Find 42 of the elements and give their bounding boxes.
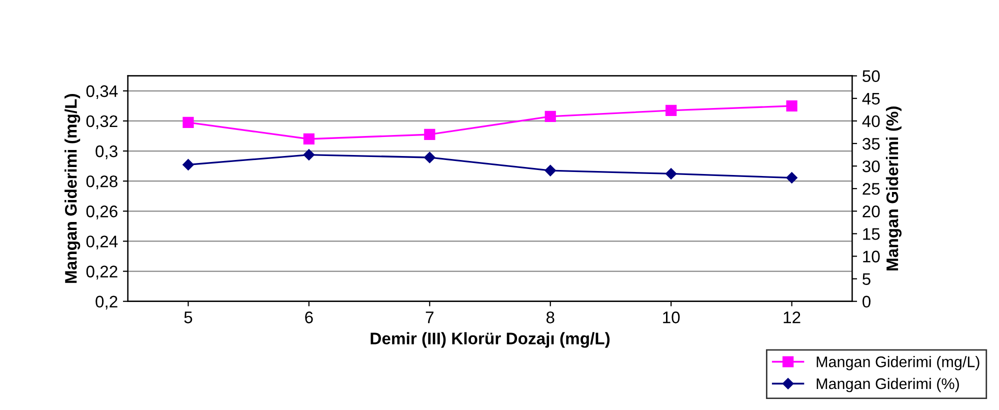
y-axis-title: Mangan Giderimi (mg/L) [64, 94, 80, 283]
point [182, 159, 194, 170]
x-tick-label: 12 [784, 312, 800, 324]
y-tick-label: 0,32 [86, 115, 118, 130]
y-tick-label: 0,3 [96, 145, 118, 160]
y-tick-label: 0,22 [86, 266, 118, 280]
y-tick-label: 0,26 [86, 206, 118, 220]
point [786, 172, 798, 184]
x-tick-label: 5 [184, 312, 192, 324]
y2-axis-title: Mangan Giderimi (%) [886, 106, 902, 270]
point [544, 164, 556, 176]
point [182, 116, 194, 128]
y2-tick-label: 35 [862, 138, 880, 150]
point [303, 149, 315, 160]
y2-tick-label: 5 [862, 273, 870, 286]
point [303, 133, 314, 145]
y-tick-label: 0,28 [86, 175, 118, 190]
y2-tick-label: 15 [863, 228, 880, 240]
y2-tick-label: 30 [862, 160, 880, 172]
point [424, 128, 436, 140]
x-axis-title: Demir (III) Klorür Dozajı (mg/L) [370, 332, 610, 348]
x-tick-label: 6 [305, 312, 313, 324]
y-tick-label: 0,34 [86, 85, 118, 100]
point [786, 100, 798, 112]
x-tick-label: 10 [663, 312, 680, 324]
point [665, 168, 677, 180]
x-tick-label: 7 [426, 312, 434, 324]
y-tick-label: 0,24 [86, 236, 118, 250]
legend-label: Mangan Giderimi (mg/L) [816, 356, 980, 370]
y2-tick-label: 45 [862, 92, 880, 105]
y-tick-label: 0,2 [96, 296, 118, 310]
y2-tick-label: 0 [862, 296, 870, 308]
y2-tick-label: 40 [862, 115, 880, 128]
point [424, 152, 436, 164]
y2-tick-label: 25 [862, 183, 880, 195]
legend-label: Mangan Giderimi (%) [816, 378, 959, 392]
point [666, 104, 677, 116]
y2-tick-label: 50 [862, 70, 880, 82]
point [544, 110, 556, 122]
x-tick-label: 8 [546, 312, 554, 324]
y2-tick-label: 10 [863, 250, 880, 262]
y2-tick-label: 20 [862, 206, 880, 218]
